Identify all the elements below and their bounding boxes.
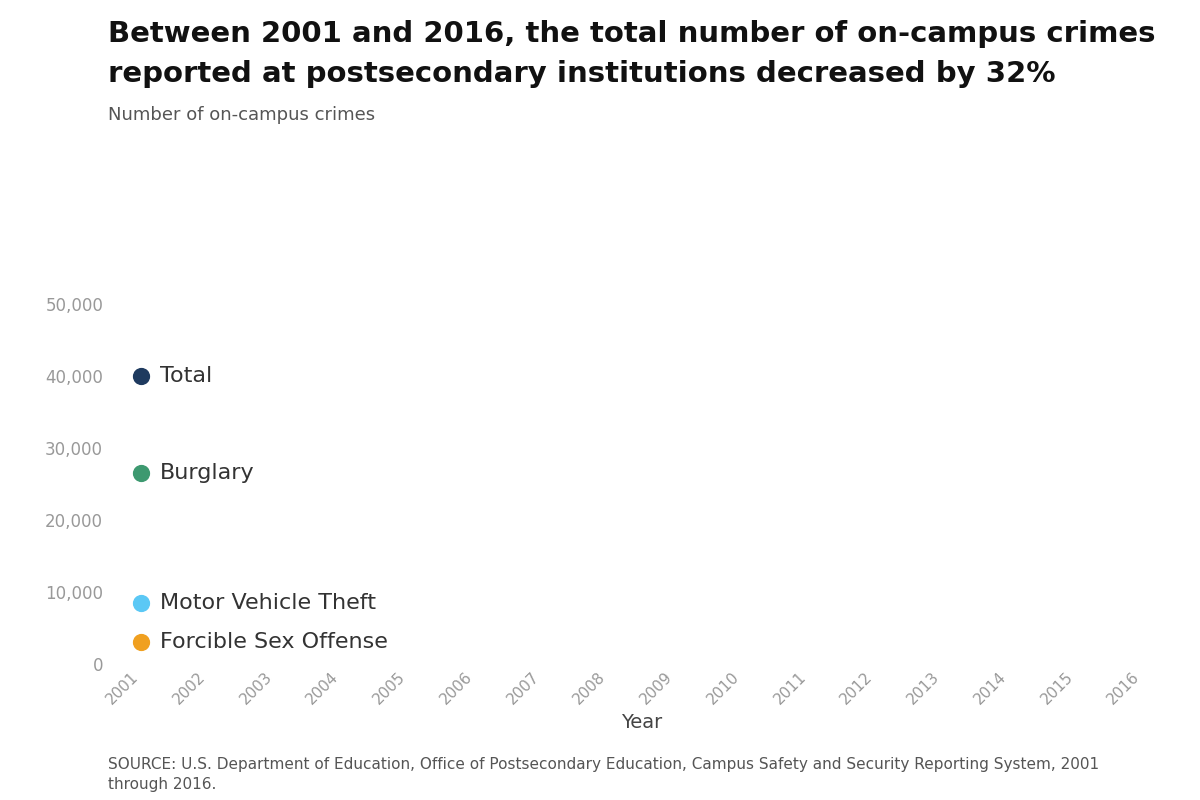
Text: reported at postsecondary institutions decreased by 32%: reported at postsecondary institutions d… xyxy=(108,60,1056,88)
Point xyxy=(132,597,151,610)
Point xyxy=(132,370,151,382)
Text: Motor Vehicle Theft: Motor Vehicle Theft xyxy=(160,593,376,613)
Text: SOURCE: U.S. Department of Education, Office of Postsecondary Education, Campus : SOURCE: U.S. Department of Education, Of… xyxy=(108,757,1099,792)
Text: Number of on-campus crimes: Number of on-campus crimes xyxy=(108,106,376,123)
Text: Between 2001 and 2016, the total number of on-campus crimes: Between 2001 and 2016, the total number … xyxy=(108,20,1156,48)
Text: Forcible Sex Offense: Forcible Sex Offense xyxy=(160,632,388,653)
Text: Total: Total xyxy=(160,366,212,386)
Point xyxy=(132,636,151,649)
Point xyxy=(132,466,151,479)
Text: Year: Year xyxy=(622,713,662,732)
Text: Burglary: Burglary xyxy=(160,463,254,483)
